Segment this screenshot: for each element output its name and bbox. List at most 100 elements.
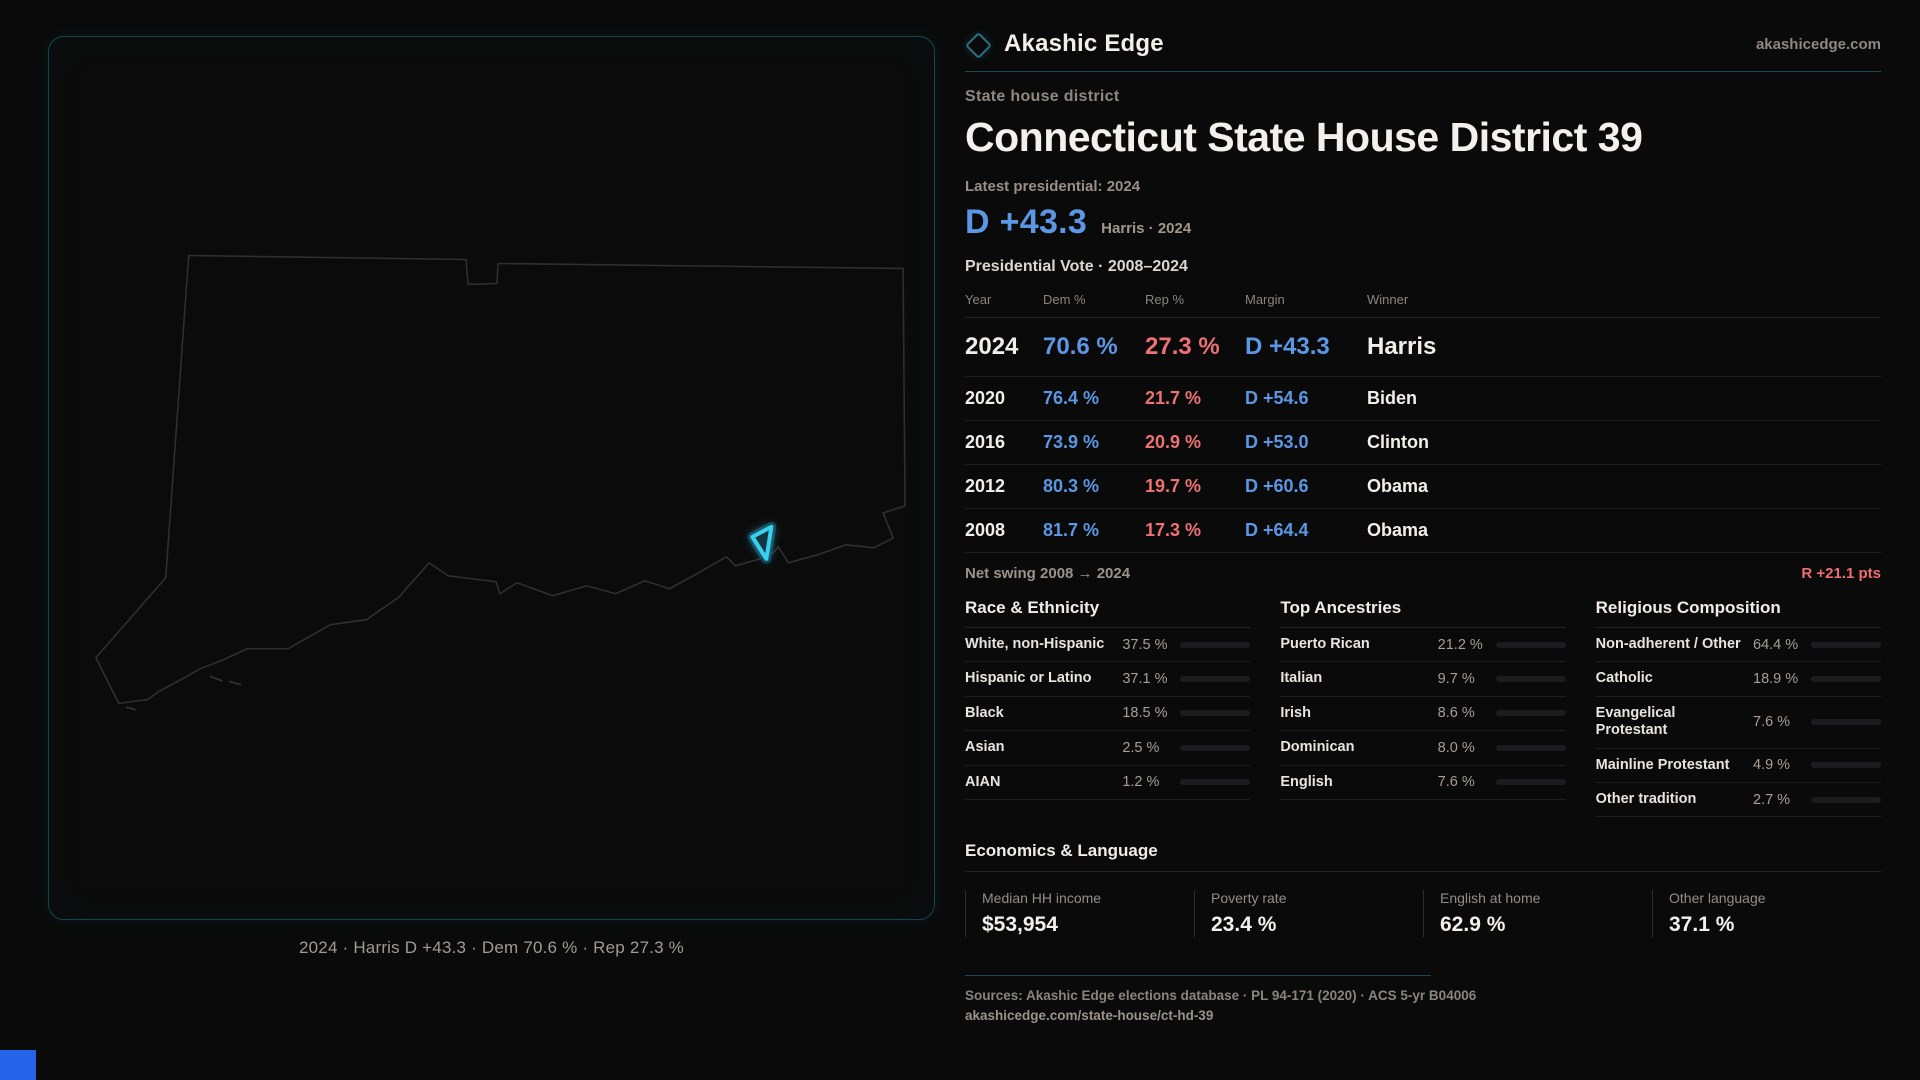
stat-value: 1.2 % — [1122, 774, 1160, 791]
stat-label: Catholic — [1595, 670, 1653, 687]
diamond-logo-icon — [965, 31, 992, 59]
list-item: White, non-Hispanic 37.5 % — [965, 628, 1251, 663]
vote-table-body: 2024 70.6 % 27.3 % D +43.3 Harris 2020 7… — [965, 318, 1881, 553]
list-item: Non-adherent / Other 64.4 % — [1595, 628, 1881, 663]
stat-label: Puerto Rican — [1280, 636, 1370, 652]
stat-value: $53,954 — [982, 913, 1058, 937]
stat-bar — [1180, 641, 1251, 648]
col-winner: Winner — [1367, 292, 1409, 307]
stat-bar — [1495, 641, 1566, 648]
list-item: Catholic 18.9 % — [1595, 662, 1881, 697]
economics-section: Economics & Language Median HH income $5… — [965, 841, 1881, 938]
cell-year: 2008 — [965, 520, 1006, 540]
net-swing-label: Net swing 2008 → 2024 — [965, 565, 1131, 582]
stat-bar — [1811, 676, 1881, 683]
religion-list: Non-adherent / Other 64.4 % Catholic 18.… — [1595, 628, 1881, 818]
cell-winner: Clinton — [1367, 432, 1429, 452]
economics-title: Economics & Language — [965, 841, 1881, 873]
list-item: Evangelical Protestant 7.6 % — [1595, 697, 1881, 749]
headline-margin: D +43.3 Harris · 2024 — [965, 203, 1881, 242]
stat-value: 37.5 % — [1122, 636, 1168, 653]
list-item: Asian 2.5 % — [965, 731, 1251, 766]
cell-year: 2012 — [965, 476, 1006, 496]
stat-label: Other tradition — [1595, 790, 1697, 807]
stat-bar — [1495, 779, 1566, 786]
economic-stat: Other language 37.1 % — [1652, 890, 1881, 938]
race-ethnicity-title: Race & Ethnicity — [965, 598, 1251, 628]
religion-title: Religious Composition — [1595, 598, 1881, 628]
cell-winner: Obama — [1367, 476, 1429, 496]
stat-value: 7.6 % — [1753, 714, 1791, 731]
report-panel: Akashic Edge akashicedge.com State house… — [965, 30, 1881, 1025]
connecticut-outline — [95, 254, 906, 705]
cell-dem: 80.3 % — [1043, 476, 1100, 496]
economic-stat: Poverty rate 23.4 % — [1194, 890, 1423, 938]
footer: Sources: Akashic Edge elections database… — [965, 975, 1881, 1025]
stat-bar — [1811, 641, 1881, 648]
stat-value: 8.6 % — [1437, 705, 1475, 722]
stat-value: 7.6 % — [1437, 774, 1475, 791]
stat-bar — [1495, 744, 1566, 751]
district-39-marker[interactable] — [750, 524, 774, 561]
stat-label: Mainline Protestant — [1595, 756, 1730, 773]
district-map-panel — [48, 36, 935, 920]
latest-presidential-label: Latest presidential: 2024 — [965, 178, 1141, 195]
cell-year: 2016 — [965, 432, 1006, 452]
stat-bar — [1811, 796, 1881, 803]
stat-label: Italian — [1280, 670, 1323, 687]
stat-label: Black — [965, 704, 1004, 721]
stat-bar — [1811, 719, 1881, 726]
demographics-grid: Race & Ethnicity White, non-Hispanic 37.… — [965, 598, 1881, 818]
map-caption: 2024 · Harris D +43.3 · Dem 70.6 % · Rep… — [299, 938, 684, 957]
cell-rep: 27.3 % — [1145, 333, 1220, 360]
list-item: Other tradition 2.7 % — [1595, 783, 1881, 818]
stat-value: 18.5 % — [1122, 705, 1168, 722]
cell-winner: Biden — [1367, 388, 1418, 408]
cell-rep: 21.7 % — [1145, 388, 1202, 408]
stat-value: 21.2 % — [1437, 636, 1483, 653]
stat-value: 37.1 % — [1669, 913, 1735, 937]
religion-column: Religious Composition Non-adherent / Oth… — [1595, 598, 1881, 818]
stat-label: Other language — [1669, 890, 1766, 907]
stat-value: 18.9 % — [1753, 671, 1799, 688]
brand-domain-link[interactable]: akashicedge.com — [1755, 35, 1881, 53]
stat-value: 8.0 % — [1437, 739, 1475, 756]
eyebrow-label: State house district — [965, 88, 1120, 105]
cell-winner: Harris — [1367, 333, 1437, 360]
stat-label: AIAN — [965, 773, 1001, 790]
col-year: Year — [965, 292, 992, 307]
net-swing-row: Net swing 2008 → 2024 R +21.1 pts — [965, 553, 1881, 582]
cell-margin: D +43.3 — [1245, 333, 1330, 360]
stat-bar — [1180, 744, 1251, 751]
stat-bar — [1180, 676, 1251, 683]
cell-rep: 19.7 % — [1145, 476, 1202, 496]
vote-table-title: Presidential Vote · 2008–2024 — [965, 258, 1188, 275]
footer-divider — [965, 975, 1431, 977]
header-divider — [965, 71, 1881, 72]
cell-year: 2024 — [965, 333, 1019, 360]
economic-stat: Median HH income $53,954 — [965, 890, 1194, 938]
cell-dem: 70.6 % — [1043, 333, 1118, 360]
stat-value: 37.1 % — [1122, 671, 1168, 688]
race-ethnicity-column: Race & Ethnicity White, non-Hispanic 37.… — [965, 598, 1251, 817]
corner-accent — [0, 1050, 36, 1080]
brand-header: Akashic Edge akashicedge.com — [965, 30, 1881, 59]
stat-label: Non-adherent / Other — [1595, 636, 1741, 652]
ancestries-title: Top Ancestries — [1280, 598, 1566, 628]
cell-winner: Obama — [1367, 520, 1429, 540]
cell-dem: 81.7 % — [1043, 520, 1100, 540]
cell-margin: D +53.0 — [1245, 432, 1309, 452]
permalink[interactable]: akashicedge.com/state-house/ct-hd-39 — [965, 1008, 1214, 1024]
economics-stats: Median HH income $53,954 Poverty rate 23… — [965, 890, 1881, 938]
stat-label: Poverty rate — [1211, 890, 1287, 907]
stat-value: 4.9 % — [1753, 757, 1791, 774]
page-title: Connecticut State House District 39 — [965, 114, 1643, 160]
sources-line: Sources: Akashic Edge elections database… — [965, 988, 1477, 1004]
stat-value: 64.4 % — [1753, 636, 1799, 653]
table-row: 2008 81.7 % 17.3 % D +64.4 Obama — [965, 509, 1881, 553]
list-item: Hispanic or Latino 37.1 % — [965, 662, 1251, 697]
stat-label: Median HH income — [982, 890, 1102, 907]
cell-year: 2020 — [965, 388, 1006, 408]
stat-value: 9.7 % — [1437, 671, 1475, 688]
cell-margin: D +64.4 — [1245, 520, 1309, 540]
